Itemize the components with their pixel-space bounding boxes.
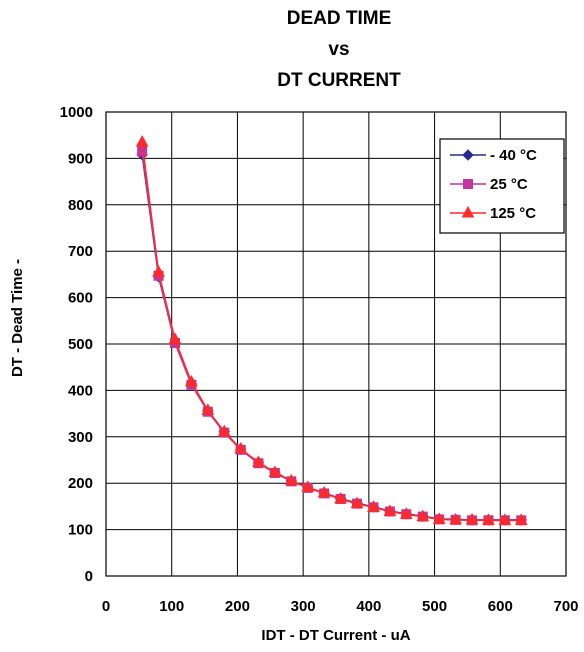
- legend-item: 125 °C: [450, 205, 536, 222]
- x-tick-label: 400: [356, 598, 381, 615]
- y-tick-label: 100: [68, 522, 93, 539]
- x-tick-label: 600: [488, 598, 513, 615]
- chart-title-line-1: DEAD TIME: [287, 8, 392, 29]
- legend-label: 25 °C: [490, 176, 528, 193]
- data-point: [301, 480, 315, 492]
- data-point: [137, 146, 148, 157]
- y-tick-label: 400: [68, 382, 93, 399]
- data-point: [284, 473, 298, 486]
- data-point: [449, 512, 462, 525]
- x-axis-label: IDT - DT Current - uA: [261, 627, 410, 644]
- x-tick-label: 100: [159, 598, 184, 615]
- legend-label: 125 °C: [490, 205, 536, 222]
- legend-item: 25 °C: [450, 176, 528, 193]
- x-tick-label: 0: [102, 598, 110, 615]
- data-point: [268, 465, 282, 478]
- data-point: [350, 496, 364, 509]
- y-tick-label: 700: [68, 243, 93, 260]
- data-point: [498, 513, 512, 525]
- y-tick-label: 600: [68, 290, 93, 307]
- data-point: [317, 485, 331, 498]
- y-tick-label: 0: [85, 568, 93, 585]
- data-point: [399, 507, 413, 519]
- series-3: [135, 135, 528, 525]
- x-tick-label: 700: [553, 598, 578, 615]
- y-tick-label: 500: [68, 336, 93, 353]
- data-point: [367, 500, 380, 512]
- y-axis-ticks: 0 100 200 300 400 500 600 700 800 900 1000: [60, 104, 93, 585]
- data-point: [383, 504, 397, 517]
- legend-marker: [463, 179, 473, 189]
- legend-label: - 40 °C: [490, 147, 537, 164]
- legend-marker: [461, 205, 475, 218]
- series-layer: [135, 135, 528, 526]
- data-point: [217, 424, 231, 437]
- data-point: [432, 512, 446, 524]
- legend-marker: [462, 149, 474, 161]
- plot-frame: [105, 111, 567, 577]
- y-tick-label: 300: [68, 429, 93, 446]
- chart-title-line-2: vs: [328, 39, 349, 60]
- chart-title: DEAD TIME vs DT CURRENT: [277, 8, 401, 91]
- y-tick-label: 800: [68, 197, 93, 214]
- data-point: [234, 441, 248, 454]
- data-point: [465, 512, 479, 525]
- data-point: [185, 375, 198, 387]
- x-tick-label: 300: [291, 598, 316, 615]
- legend: - 40 °C 25 °C 125 °C: [439, 138, 565, 234]
- y-tick-label: 900: [68, 150, 93, 167]
- x-axis-ticks: 0 100 200 300 400 500 600 700: [102, 598, 579, 615]
- y-tick-label: 200: [68, 475, 93, 492]
- x-tick-label: 200: [225, 598, 250, 615]
- data-point: [416, 509, 430, 522]
- data-point: [252, 455, 265, 467]
- y-tick-label: 1000: [60, 104, 93, 121]
- chart-title-line-3: DT CURRENT: [277, 70, 401, 91]
- data-point: [135, 135, 149, 147]
- y-axis-label: DT - Dead Time -: [9, 259, 26, 377]
- x-tick-label: 500: [422, 598, 447, 615]
- data-point: [334, 491, 347, 504]
- legend-item: - 40 °C: [450, 147, 537, 164]
- data-point: [168, 332, 182, 344]
- data-point: [152, 265, 165, 277]
- data-point: [482, 513, 495, 525]
- data-point: [201, 403, 215, 415]
- data-point: [514, 513, 528, 525]
